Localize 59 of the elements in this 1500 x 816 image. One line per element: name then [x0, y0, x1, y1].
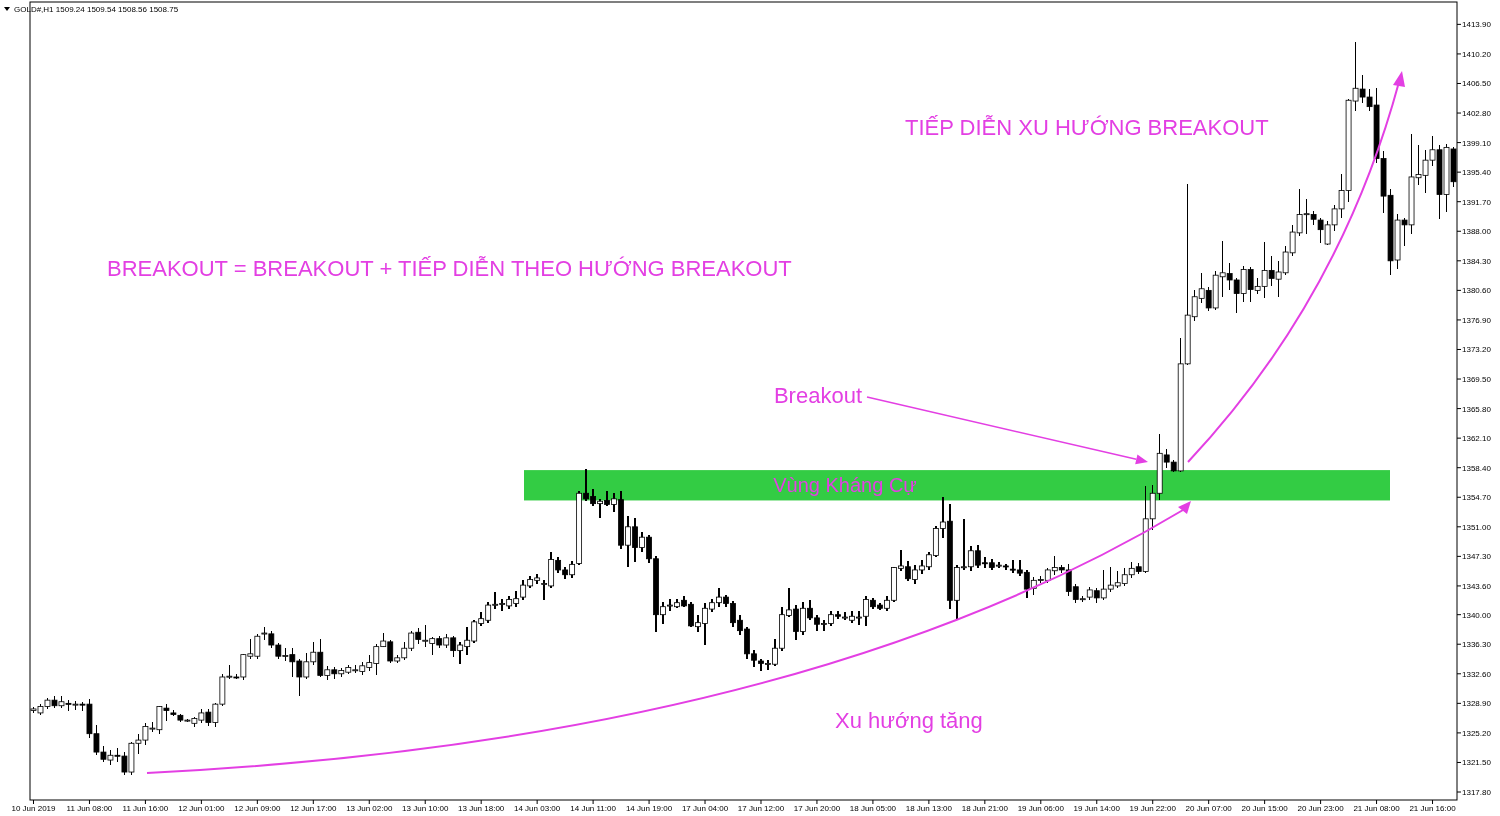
- annotation: TIẾP DIỄN XU HƯỚNG BREAKOUT: [905, 114, 1269, 140]
- y-tick-label: 1347.30: [1462, 552, 1492, 562]
- x-tick-label: 19 Jun 06:00: [1017, 804, 1065, 813]
- x-tick-label: 17 Jun 04:00: [681, 804, 729, 813]
- y-tick-label: 1413.90: [1462, 20, 1492, 30]
- y-tick-label: 1354.70: [1462, 493, 1492, 503]
- x-tick-label: 14 Jun 19:00: [625, 804, 673, 813]
- y-tick-label: 1358.40: [1462, 463, 1492, 473]
- y-tick-label: 1373.20: [1462, 345, 1492, 355]
- x-tick-label: 13 Jun 02:00: [346, 804, 393, 813]
- x-tick-label: 10 Jun 2019: [11, 804, 57, 813]
- x-tick-label: 18 Jun 21:00: [961, 804, 1009, 813]
- x-tick-label: 21 Jun 08:00: [1353, 804, 1401, 813]
- y-tick-label: 1351.00: [1462, 522, 1492, 532]
- x-tick-label: 18 Jun 05:00: [849, 804, 897, 813]
- x-tick-label: 20 Jun 23:00: [1297, 804, 1345, 813]
- x-tick-label: 11 Jun 08:00: [66, 804, 113, 813]
- y-tick-label: 1391.70: [1462, 197, 1492, 207]
- y-tick-label: 1402.80: [1462, 109, 1492, 119]
- y-tick-label: 1328.90: [1462, 699, 1492, 709]
- x-tick-label: 11 Jun 16:00: [122, 804, 169, 813]
- y-tick-label: 1384.30: [1462, 256, 1492, 266]
- x-tick-label: 20 Jun 07:00: [1185, 804, 1233, 813]
- y-tick-label: 1325.20: [1462, 728, 1492, 738]
- y-tick-label: 1365.80: [1462, 404, 1492, 414]
- x-tick-label: 12 Jun 01:00: [178, 804, 226, 813]
- y-tick-label: 1395.40: [1462, 168, 1492, 178]
- y-tick-label: 1317.80: [1462, 788, 1492, 798]
- x-tick-label: 19 Jun 22:00: [1129, 804, 1177, 813]
- x-tick-label: 14 Jun 11:00: [570, 804, 617, 813]
- x-tick-label: 13 Jun 18:00: [458, 804, 505, 813]
- chart-title: GOLD#,H1 1509.24 1509.54 1508.56 1508.75: [14, 5, 179, 14]
- y-tick-label: 1406.50: [1462, 79, 1492, 89]
- x-tick-label: 17 Jun 20:00: [793, 804, 841, 813]
- x-tick-label: 12 Jun 17:00: [290, 804, 337, 813]
- band-label: Vùng Kháng Cự: [773, 474, 917, 497]
- x-tick-label: 14 Jun 03:00: [514, 804, 561, 813]
- y-tick-label: 1336.30: [1462, 640, 1492, 650]
- y-tick-label: 1410.20: [1462, 49, 1492, 59]
- y-tick-label: 1388.00: [1462, 227, 1492, 237]
- x-tick-label: 19 Jun 14:00: [1073, 804, 1121, 813]
- y-tick-label: 1362.10: [1462, 434, 1492, 444]
- x-tick-label: 18 Jun 13:00: [905, 804, 953, 813]
- y-tick-label: 1332.60: [1462, 669, 1492, 679]
- x-tick-label: 13 Jun 10:00: [402, 804, 449, 813]
- x-tick-label: 12 Jun 09:00: [234, 804, 282, 813]
- y-tick-label: 1343.60: [1462, 581, 1492, 591]
- annotation: Xu hướng tăng: [835, 708, 983, 733]
- x-tick-label: 17 Jun 12:00: [737, 804, 785, 813]
- y-tick-label: 1340.00: [1462, 610, 1492, 620]
- annotation: BREAKOUT = BREAKOUT + TIẾP DIỄN THEO HƯỚNG BREAKOUT: [107, 255, 792, 281]
- annotation: Breakout: [773, 383, 862, 408]
- y-tick-label: 1369.50: [1462, 375, 1492, 385]
- y-tick-label: 1376.90: [1462, 315, 1492, 325]
- x-tick-label: 20 Jun 15:00: [1241, 804, 1289, 813]
- y-tick-label: 1399.10: [1462, 138, 1492, 148]
- y-tick-label: 1380.60: [1462, 286, 1492, 296]
- x-tick-label: 21 Jun 16:00: [1409, 804, 1457, 813]
- y-tick-label: 1321.50: [1462, 758, 1492, 768]
